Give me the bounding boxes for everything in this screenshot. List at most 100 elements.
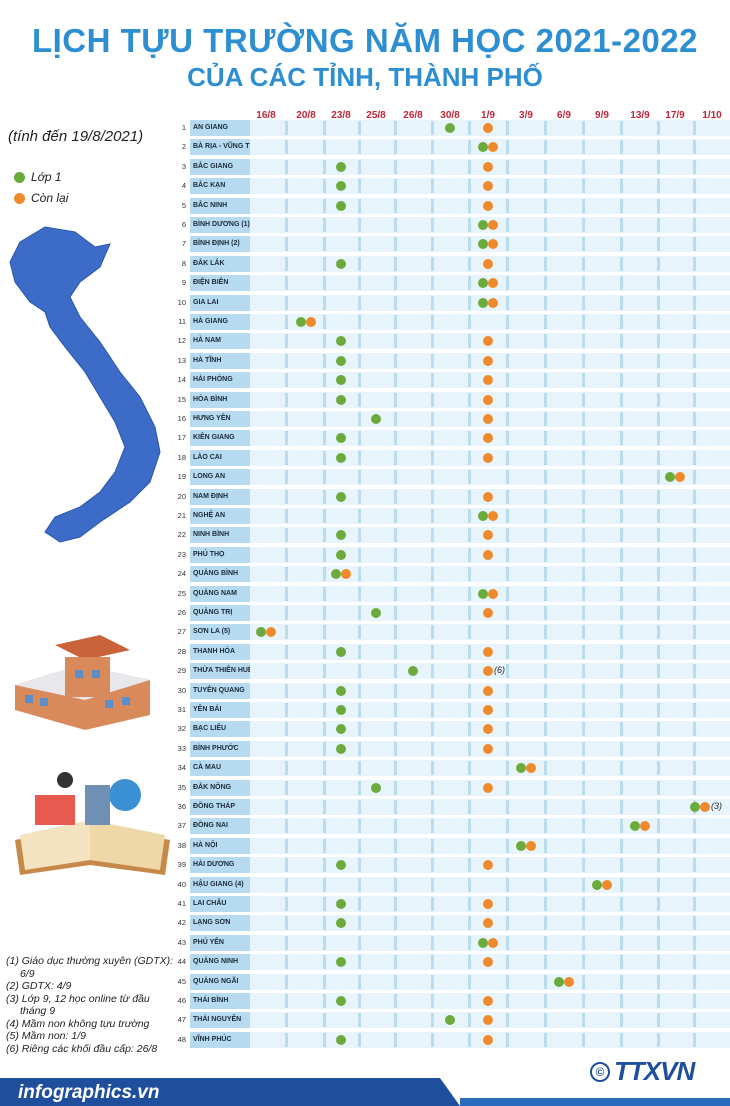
column-divider (656, 877, 660, 892)
row-band (250, 973, 730, 990)
column-divider (582, 722, 585, 737)
con-lai-dot (483, 123, 493, 133)
row-number: 45 (177, 976, 186, 986)
lop1-dot (336, 452, 346, 463)
row-number: 37 (177, 821, 186, 831)
column-divider (357, 935, 361, 950)
row-band (250, 624, 730, 641)
column-divider (357, 877, 361, 892)
column-divider (544, 528, 547, 543)
column-divider (656, 159, 660, 174)
column-divider (393, 722, 397, 737)
site-name[interactable]: infographics.vn (18, 1082, 160, 1103)
column-divider (468, 334, 471, 349)
column-divider (620, 1032, 623, 1047)
column-divider (285, 334, 288, 349)
column-divider (285, 218, 288, 232)
column-divider (322, 295, 326, 310)
column-divider (468, 218, 471, 232)
column-divider (430, 606, 434, 620)
column-divider (393, 159, 397, 174)
row-number: 32 (177, 724, 186, 734)
column-divider (582, 1032, 585, 1047)
table-row: 25 QUẢNG NAM (176, 585, 730, 602)
column-divider (582, 237, 585, 252)
province-label: HÒA BÌNH (190, 391, 250, 408)
row-number: 44 (177, 957, 186, 967)
column-divider (692, 741, 696, 756)
column-divider (357, 703, 361, 717)
column-divider (582, 315, 585, 329)
column-divider (322, 994, 326, 1008)
table-row: 5 BẮC NINH (176, 197, 730, 214)
column-divider (544, 295, 547, 310)
row-number: 31 (177, 705, 186, 714)
column-divider (692, 528, 696, 543)
lop1-dot (336, 549, 346, 560)
table-row: 4 BẮC KẠN (176, 178, 730, 195)
lop1-dot (592, 879, 602, 890)
column-divider (692, 489, 696, 504)
column-divider (656, 179, 660, 194)
column-divider (285, 140, 288, 155)
column-divider (544, 1032, 547, 1047)
column-divider (620, 547, 623, 562)
column-divider (656, 373, 660, 388)
province-label: BẮC KẠN (190, 178, 250, 195)
column-divider (468, 412, 471, 426)
column-divider (468, 179, 471, 194)
column-divider (544, 276, 547, 291)
con-lai-dot (483, 258, 493, 269)
column-divider (357, 237, 361, 252)
column-divider (656, 315, 660, 329)
row-number: 1 (181, 123, 186, 132)
province-label: PHÚ YÊN (190, 934, 250, 951)
column-divider (357, 392, 361, 407)
column-divider (620, 974, 623, 989)
column-divider (582, 353, 585, 368)
con-lai-dot (483, 899, 493, 909)
legend-con-lai: Còn lại (14, 191, 68, 205)
column-divider (285, 1013, 288, 1028)
column-divider (582, 606, 585, 620)
column-divider (322, 664, 326, 679)
column-divider (393, 703, 397, 717)
column-divider (656, 994, 660, 1008)
column-divider (656, 780, 660, 795)
column-divider (506, 547, 509, 562)
column-divider (620, 664, 623, 679)
column-divider (285, 179, 288, 194)
column-divider (656, 353, 660, 368)
column-divider (506, 334, 509, 349)
column-divider (656, 276, 660, 291)
table-row: 23 PHÚ THỌ (176, 546, 730, 563)
column-divider (430, 1013, 434, 1028)
con-lai-dot (483, 394, 493, 405)
column-divider (506, 159, 509, 174)
column-divider (656, 198, 660, 213)
column-divider (468, 353, 471, 368)
column-divider (357, 567, 361, 582)
column-divider (582, 858, 585, 873)
column-divider (692, 373, 696, 388)
lop1-dot (336, 685, 346, 696)
column-divider (692, 586, 696, 601)
table-row: 15 HÒA BÌNH (176, 391, 730, 408)
column-divider (656, 140, 660, 155)
column-divider (656, 256, 660, 271)
column-header: 1/9 (481, 110, 495, 121)
lop1-dot (336, 258, 346, 269)
column-header: 17/9 (665, 110, 685, 121)
column-divider (544, 741, 547, 756)
column-divider (393, 140, 397, 155)
footnote: (6) Riêng các khối đầu cấp: 26/8 (6, 1042, 158, 1055)
column-divider (468, 373, 471, 388)
column-divider (582, 916, 585, 931)
column-divider (620, 644, 623, 659)
column-divider (468, 315, 471, 329)
column-divider (620, 722, 623, 737)
table-row: 35 ĐẮK NÔNG (176, 779, 730, 796)
column-divider (656, 470, 660, 485)
column-divider (322, 179, 326, 194)
column-divider (506, 412, 509, 426)
